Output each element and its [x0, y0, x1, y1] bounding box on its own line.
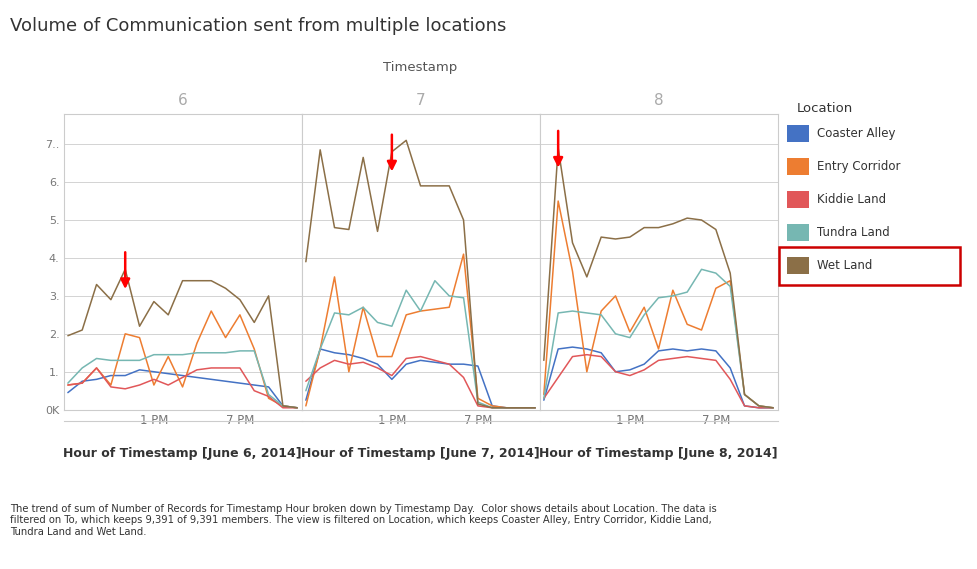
Text: Hour of Timestamp [June 7, 2014]: Hour of Timestamp [June 7, 2014]: [301, 447, 539, 460]
Text: Volume of Communication sent from multiple locations: Volume of Communication sent from multip…: [10, 17, 506, 35]
Text: The trend of sum of Number of Records for Timestamp Hour broken down by Timestam: The trend of sum of Number of Records fo…: [10, 504, 716, 537]
Text: Timestamp: Timestamp: [383, 61, 457, 74]
Text: Hour of Timestamp [June 6, 2014]: Hour of Timestamp [June 6, 2014]: [64, 447, 302, 460]
Text: Kiddie Land: Kiddie Land: [816, 193, 885, 206]
Text: Location: Location: [796, 102, 853, 116]
Text: Tundra Land: Tundra Land: [816, 226, 888, 239]
Text: 6: 6: [178, 93, 188, 108]
Text: Wet Land: Wet Land: [816, 259, 871, 272]
Text: Hour of Timestamp [June 8, 2014]: Hour of Timestamp [June 8, 2014]: [538, 447, 777, 460]
Text: 7: 7: [415, 93, 425, 108]
Text: Coaster Alley: Coaster Alley: [816, 127, 894, 140]
Text: Entry Corridor: Entry Corridor: [816, 160, 899, 173]
Text: 8: 8: [653, 93, 662, 108]
